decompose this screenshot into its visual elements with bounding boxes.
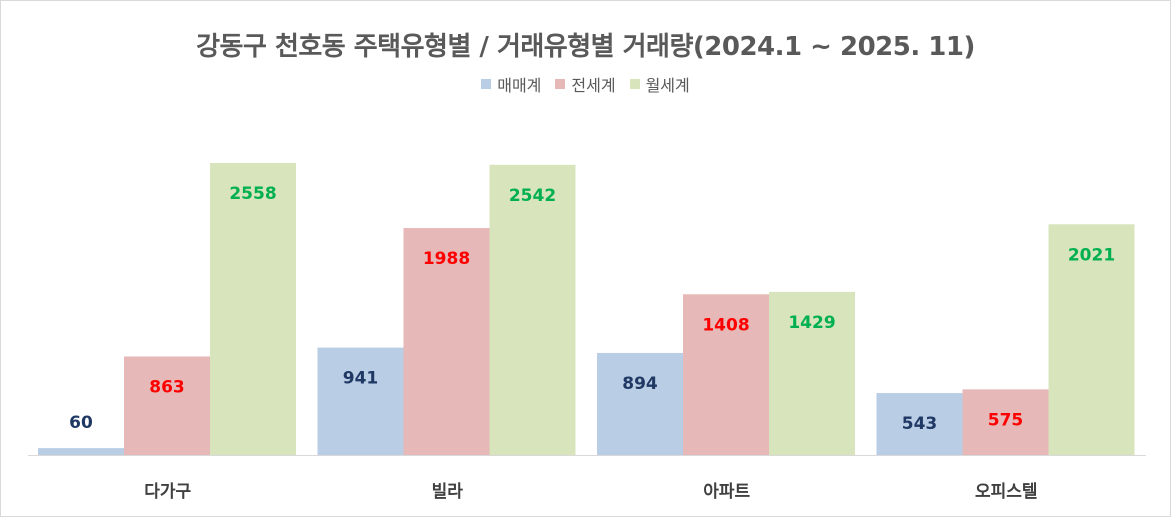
- bar-다가구-전세계: [124, 356, 210, 455]
- data-label: 1988: [423, 249, 470, 269]
- data-label: 60: [69, 413, 93, 433]
- bar-다가구-월세계: [210, 163, 296, 455]
- data-label: 2558: [229, 184, 276, 204]
- category-label: 빌라: [432, 482, 464, 502]
- bar-아파트-월세계: [769, 291, 855, 455]
- bar-오피스텔-매매계: [876, 393, 963, 455]
- legend-item-0: 매매계: [481, 72, 541, 96]
- chart-title: 강동구 천호동 주택유형별 / 거래유형별 거래량(2024.1 ~ 2025.…: [196, 32, 975, 62]
- legend-label: 매매계: [497, 76, 542, 95]
- bar-빌라-매매계: [317, 347, 404, 455]
- data-label: 2021: [1068, 245, 1115, 265]
- data-label: 1429: [788, 313, 835, 333]
- category-label: 다가구: [144, 482, 191, 502]
- bar-다가구-매매계: [38, 448, 124, 455]
- data-label: 2542: [509, 186, 556, 206]
- bar-오피스텔-월세계: [1048, 224, 1135, 455]
- data-label: 1408: [702, 315, 749, 335]
- legend-swatch: [481, 79, 492, 89]
- bar-빌라-전세계: [403, 228, 490, 455]
- data-label: 543: [902, 414, 938, 434]
- data-label: 941: [343, 369, 379, 389]
- data-label: 894: [622, 374, 658, 394]
- legend-swatch: [555, 79, 566, 89]
- legend-swatch: [629, 79, 640, 89]
- bar-오피스텔-전세계: [962, 389, 1049, 455]
- bar-아파트-전세계: [683, 294, 769, 455]
- legend-label: 전세계: [571, 76, 616, 95]
- bar-아파트-매매계: [597, 352, 683, 455]
- data-label: 863: [149, 377, 185, 397]
- category-label: 아파트: [703, 482, 750, 502]
- bar-빌라-월세계: [489, 164, 576, 456]
- category-label: 오피스텔: [975, 482, 1038, 502]
- data-label: 575: [988, 410, 1024, 430]
- legend-item-1: 전세계: [555, 72, 616, 96]
- chart-legend: 매매계 전세계 월세계: [0, 72, 1171, 96]
- legend-label: 월세계: [645, 76, 690, 95]
- legend-item-2: 월세계: [629, 72, 690, 96]
